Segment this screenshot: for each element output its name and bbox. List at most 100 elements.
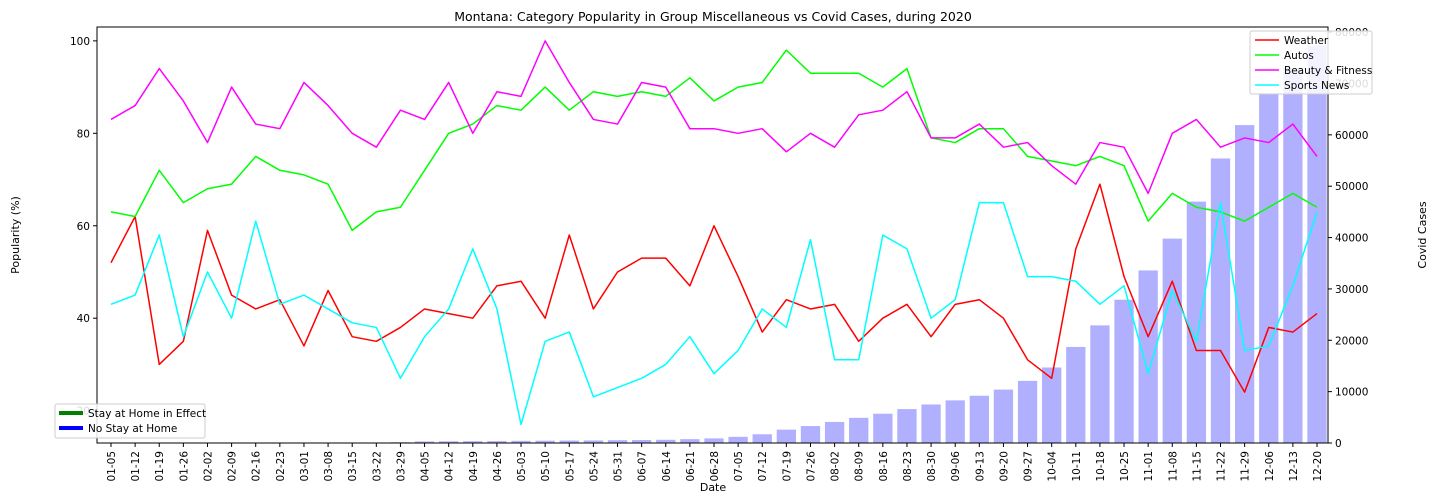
covid-bar xyxy=(511,440,531,443)
x-tick-label: 12-20 xyxy=(1312,451,1324,482)
y2-axis-label: Covid Cases xyxy=(1416,201,1429,268)
x-tick-label: 09-20 xyxy=(998,451,1010,482)
x-tick-label: 04-19 xyxy=(468,451,480,482)
x-tick-label: 12-13 xyxy=(1288,451,1300,482)
x-tick-label: 05-10 xyxy=(540,451,552,482)
x-tick-label: 08-23 xyxy=(902,451,914,482)
x-tick-label: 03-22 xyxy=(371,451,383,482)
covid-bar xyxy=(487,441,507,443)
x-tick-label: 03-29 xyxy=(395,451,407,482)
covid-bar xyxy=(1186,201,1207,443)
covid-bar xyxy=(439,441,459,443)
covid-bar xyxy=(824,421,845,443)
x-tick-label: 07-26 xyxy=(805,451,817,482)
x-tick-label: 05-31 xyxy=(613,451,625,482)
y2-tick-label: 50000 xyxy=(1335,181,1368,193)
x-tick-label: 03-15 xyxy=(347,451,359,482)
covid-bar xyxy=(776,429,797,443)
covid-bar xyxy=(1307,45,1327,444)
covid-bar xyxy=(607,440,628,443)
x-tick-label: 07-19 xyxy=(781,451,793,482)
x-tick-label: 03-08 xyxy=(323,451,335,482)
x-tick-label: 11-29 xyxy=(1240,451,1252,482)
x-tick-label: 06-28 xyxy=(709,451,721,482)
y-tick-label: 100 xyxy=(70,36,90,48)
covid-bar xyxy=(414,441,435,443)
x-tick-label: 04-05 xyxy=(420,451,432,482)
x-tick-label: 11-08 xyxy=(1167,451,1179,482)
popularity-lines xyxy=(110,40,1318,426)
covid-bar xyxy=(1259,94,1279,443)
x-tick-label: 11-15 xyxy=(1191,451,1203,482)
x-tick-label: 08-16 xyxy=(878,451,890,482)
covid-bar xyxy=(1114,299,1134,443)
covid-bar xyxy=(849,417,869,443)
covid-bar xyxy=(656,439,676,443)
y-axis-label: Popularity (%) xyxy=(9,196,22,274)
covid-bar xyxy=(945,400,965,443)
legend-label: Autos xyxy=(1284,50,1314,62)
covid-bar xyxy=(921,404,941,443)
covid-bar xyxy=(680,439,700,443)
x-tick-label: 01-05 xyxy=(106,451,118,482)
x-tick-label: 10-11 xyxy=(1071,451,1083,482)
x-tick-label: 10-04 xyxy=(1047,451,1059,482)
x-tick-label: 08-09 xyxy=(854,451,866,482)
covid-bar xyxy=(463,441,483,443)
x-tick-label: 03-01 xyxy=(299,451,311,482)
covid-bar xyxy=(583,440,604,443)
covid-bar xyxy=(1162,238,1182,443)
x-tick-label: 07-05 xyxy=(733,451,745,482)
x-tick-label: 05-17 xyxy=(564,451,576,482)
covid-bar xyxy=(1042,367,1062,443)
series-legend-box xyxy=(1249,30,1373,95)
series-line-autos xyxy=(110,49,1318,232)
legend-label: Sports News xyxy=(1284,80,1349,92)
x-tick-label: 02-16 xyxy=(251,451,263,482)
x-tick-label: 09-13 xyxy=(974,451,986,482)
x-tick-label: 02-02 xyxy=(202,451,214,482)
covid-bar xyxy=(1234,125,1255,443)
series-line-sports-news xyxy=(110,201,1318,426)
x-tick-label: 01-19 xyxy=(154,451,166,482)
x-tick-label: 10-25 xyxy=(1119,451,1131,482)
covid-bar xyxy=(800,426,821,443)
x-tick-label: 02-09 xyxy=(227,451,239,482)
y2-tick-label: 20000 xyxy=(1335,335,1368,347)
x-tick-label: 11-22 xyxy=(1216,451,1228,482)
covid-bar xyxy=(1017,380,1038,443)
covid-bars xyxy=(390,45,1327,444)
x-tick-label: 12-06 xyxy=(1264,451,1276,482)
x-tick-label: 01-26 xyxy=(178,451,190,482)
legend-label: Weather xyxy=(1284,35,1329,47)
covid-bar xyxy=(535,440,555,443)
x-tick-label: 04-12 xyxy=(444,451,456,482)
y-tick-label: 40 xyxy=(77,313,90,325)
x-tick-label: 04-26 xyxy=(492,451,504,482)
y-tick-label: 80 xyxy=(77,128,90,140)
status-label: No Stay at Home xyxy=(88,423,177,435)
x-tick-label: 08-30 xyxy=(926,451,938,482)
status-label: Stay at Home in Effect xyxy=(88,408,206,420)
covid-bar xyxy=(897,409,917,443)
series-line-weather xyxy=(110,183,1318,393)
series-legend: Weather Autos Beauty & Fitness Sports News xyxy=(1249,30,1373,95)
x-tick-label: 06-14 xyxy=(661,451,673,482)
covid-bar xyxy=(1283,68,1303,443)
x-tick-label: 08-02 xyxy=(830,451,842,482)
y2-tick-label: 10000 xyxy=(1335,387,1368,399)
x-tick-label: 06-21 xyxy=(685,451,697,482)
covid-bar xyxy=(969,395,989,443)
y-tick-label: 60 xyxy=(77,221,90,233)
x-tick-label: 09-06 xyxy=(950,451,962,482)
chart-title: Montana: Category Popularity in Group Mi… xyxy=(454,9,972,24)
covid-bar xyxy=(1090,325,1110,443)
x-tick-label: 01-12 xyxy=(130,451,142,482)
x-tick-label: 09-27 xyxy=(1023,451,1035,482)
legend-label: Beauty & Fitness xyxy=(1284,65,1372,77)
covid-bar xyxy=(1138,270,1158,443)
x-tick-label: 06-07 xyxy=(637,451,649,482)
covid-bar xyxy=(752,434,772,443)
covid-bar xyxy=(993,389,1014,443)
